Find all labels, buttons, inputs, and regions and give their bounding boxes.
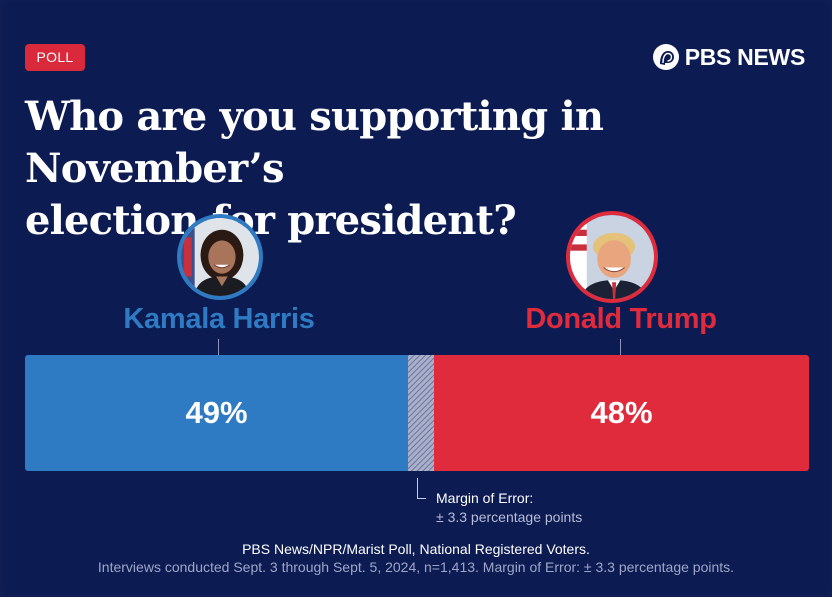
headline-line-1: Who are you supporting in November’s bbox=[25, 93, 604, 192]
headline-line-2: election for president? bbox=[25, 197, 517, 244]
pbs-head-icon bbox=[652, 44, 679, 70]
trump-name: Donald Trump bbox=[525, 303, 717, 335]
moe-value: ± 3.3 percentage points bbox=[436, 509, 583, 525]
trump-tick bbox=[620, 339, 621, 357]
trump-value-label: 48% bbox=[590, 395, 653, 430]
headline: Who are you supporting in November’s ele… bbox=[25, 91, 815, 247]
source-text: PBS News/NPR/Marist Poll, National Regis… bbox=[242, 541, 590, 557]
harris-tick bbox=[218, 339, 219, 357]
harris-name: Kamala Harris bbox=[123, 303, 315, 335]
margin-of-error-band bbox=[408, 355, 434, 471]
trump-bar: 48% bbox=[434, 355, 809, 471]
poll-badge: POLL bbox=[25, 44, 85, 71]
harris-value-label: 49% bbox=[185, 395, 248, 430]
harris-avatar bbox=[177, 214, 263, 300]
moe-bracket bbox=[417, 478, 426, 499]
poll-bar: 49% 48% bbox=[25, 355, 809, 471]
method-note: Interviews conducted Sept. 3 through Sep… bbox=[97, 559, 735, 575]
trump-avatar bbox=[566, 211, 658, 303]
moe-label: Margin of Error: bbox=[436, 490, 534, 506]
pbs-news-logo: PBS NEWS bbox=[652, 39, 806, 75]
harris-bar: 49% bbox=[25, 355, 408, 471]
poll-card: POLL PBS NEWS Who are you supporting in … bbox=[3, 3, 829, 594]
brand-text: PBS NEWS bbox=[684, 43, 806, 70]
